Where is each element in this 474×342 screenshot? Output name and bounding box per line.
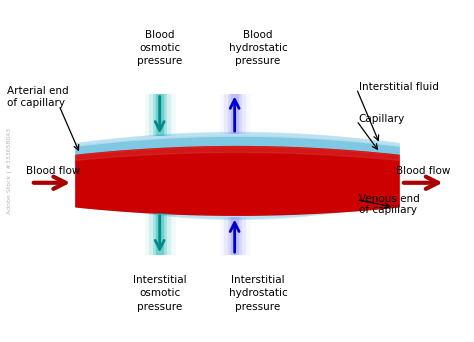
Text: Interstitial fluid: Interstitial fluid bbox=[359, 82, 438, 92]
Text: Interstitial
hydrostatic
pressure: Interstitial hydrostatic pressure bbox=[229, 275, 287, 312]
Text: Adobe Stock | #333658043: Adobe Stock | #333658043 bbox=[6, 128, 12, 214]
Text: Blood
hydrostatic
pressure: Blood hydrostatic pressure bbox=[229, 30, 287, 66]
Text: Arterial end
of capillary: Arterial end of capillary bbox=[8, 86, 69, 108]
Text: Venous end
of capillary: Venous end of capillary bbox=[359, 194, 419, 215]
Text: Blood
osmotic
pressure: Blood osmotic pressure bbox=[137, 30, 182, 66]
Text: Blood flow: Blood flow bbox=[26, 166, 81, 176]
Text: Interstitial
osmotic
pressure: Interstitial osmotic pressure bbox=[133, 275, 187, 312]
Text: Blood flow: Blood flow bbox=[396, 166, 450, 176]
Text: Capillary: Capillary bbox=[359, 114, 405, 124]
